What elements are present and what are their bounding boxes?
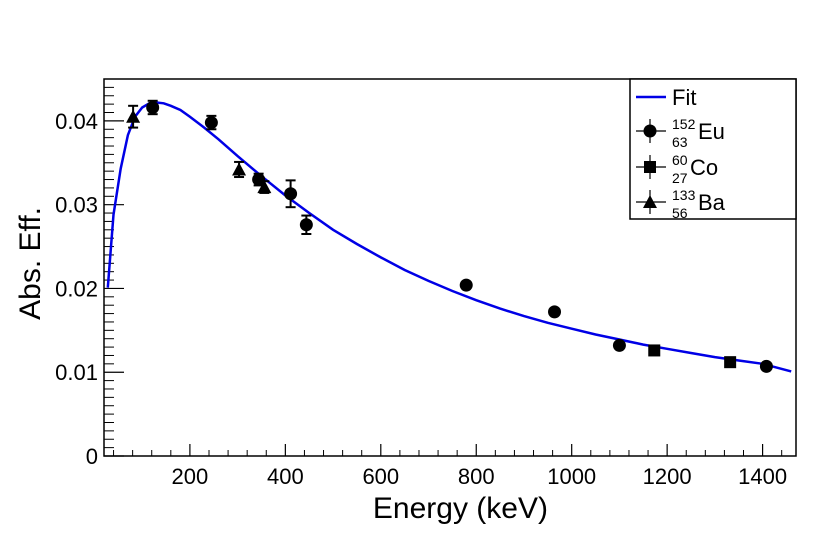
ba-data-point <box>126 109 141 123</box>
eu-data-point <box>252 173 266 187</box>
x-tick-label: 800 <box>458 464 495 489</box>
y-tick-label: 0.01 <box>55 360 98 385</box>
eu-data-point <box>204 116 218 130</box>
eu-data-point <box>759 359 773 373</box>
legend-isotope-symbol: Eu <box>698 119 725 144</box>
x-axis-title: Energy (keV) <box>373 492 548 525</box>
legend-isotope-mass: 133 <box>672 187 696 203</box>
x-tick-label: 400 <box>267 464 304 489</box>
legend-label-fit: Fit <box>672 85 696 110</box>
y-tick-label: 0.03 <box>55 193 98 218</box>
x-tick-label: 1000 <box>547 464 596 489</box>
ba-data-point <box>232 162 247 176</box>
x-tick-label: 1200 <box>643 464 692 489</box>
legend-isotope-atomic: 63 <box>672 134 688 150</box>
legend-isotope-symbol: Ba <box>698 190 726 215</box>
legend-isotope-symbol: Co <box>690 155 718 180</box>
y-tick-label: 0.02 <box>55 276 98 301</box>
y-tick-label: 0 <box>86 444 98 469</box>
eu-data-point <box>299 218 313 232</box>
ba-data-point <box>257 180 272 194</box>
x-tick-label: 200 <box>172 464 209 489</box>
x-tick-label: 600 <box>362 464 399 489</box>
co-data-point <box>648 344 661 357</box>
eu-data-point <box>284 187 298 201</box>
legend: Fit 152 63 Eu 60 27 Co 133 56 Ba <box>629 78 797 221</box>
plot-frame <box>103 78 797 457</box>
legend-triangle-marker <box>643 195 657 208</box>
axes: 200 400 600 800 1000 1200 1400 0 0.01 0.02 0.03 0.0… <box>55 86 787 489</box>
legend-square-marker <box>644 161 656 173</box>
eu-data-point <box>548 305 562 319</box>
y-axis-title: Abs. Eff. <box>14 207 47 320</box>
eu-data-point <box>459 278 473 292</box>
legend-box <box>629 78 797 220</box>
legend-isotope-atomic: 27 <box>672 170 688 186</box>
x-tick-label: 1400 <box>738 464 787 489</box>
co-data-point <box>724 356 737 369</box>
legend-isotope-atomic: 56 <box>672 205 688 221</box>
legend-isotope-mass: 60 <box>672 152 688 168</box>
legend-circle-marker <box>643 124 657 138</box>
eu-data-point <box>146 100 160 114</box>
data-points-layer <box>126 99 773 373</box>
legend-isotope-mass: 152 <box>672 116 696 132</box>
eu-data-point <box>612 338 626 352</box>
y-tick-label: 0.04 <box>55 109 98 134</box>
